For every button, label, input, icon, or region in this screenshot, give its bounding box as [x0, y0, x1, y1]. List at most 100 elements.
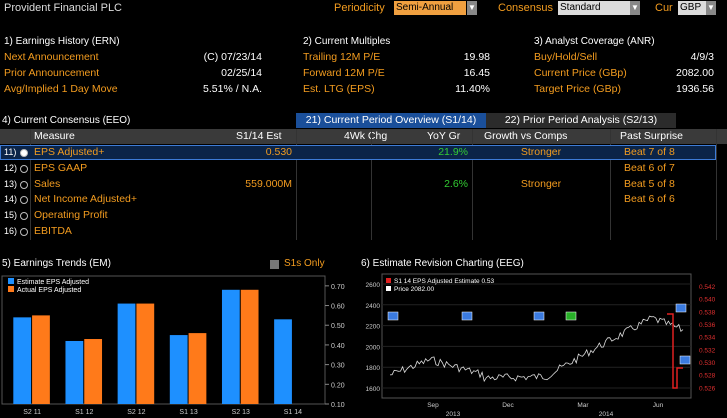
currency-chevron-icon[interactable]: ▼: [706, 1, 716, 15]
next-announcement-value: (C) 07/23/14: [203, 51, 262, 63]
row-radio-icon[interactable]: [20, 164, 28, 173]
event-marker-icon: [679, 355, 691, 365]
revision-chart-title[interactable]: 6) Estimate Revision Charting (EEG): [361, 258, 524, 269]
trend-y-tick: 0.10: [331, 402, 345, 409]
estimate-y-tick: 0.540: [699, 297, 716, 304]
col-yoy[interactable]: YoY Gr: [427, 130, 461, 142]
row-measure[interactable]: Sales: [34, 177, 61, 190]
forward-pe-label: Forward 12M P/E: [303, 67, 385, 79]
earnings-trends-title[interactable]: 5) Earnings Trends (EM): [2, 258, 111, 269]
row-surprise: Beat 5 of 8: [624, 177, 675, 190]
consensus-dropdown[interactable]: Standard: [558, 1, 630, 15]
estimate-y-tick: 0.532: [699, 347, 716, 354]
row-growth: [472, 208, 610, 224]
s1s-only-checkbox[interactable]: [270, 260, 279, 269]
consensus-title[interactable]: 4) Current Consensus (EEO): [2, 115, 131, 126]
event-marker-icon: [565, 311, 577, 321]
trend-x-tick: S2 11: [23, 409, 41, 416]
target-price-value: 1936.56: [676, 83, 714, 95]
row-number: 11): [4, 147, 17, 157]
revision-legend-swatch: [386, 278, 391, 283]
row-est: [200, 208, 292, 224]
row-growth: [472, 161, 610, 177]
row-growth: Stronger: [520, 177, 562, 190]
ltg-value: 11.40%: [455, 83, 490, 95]
target-price-label: Target Price (GBp): [534, 83, 621, 95]
event-marker-icon: [675, 303, 687, 313]
tab-prior-period[interactable]: 22) Prior Period Analysis (S2/13): [486, 113, 676, 128]
analyst-coverage-title[interactable]: 3) Analyst Coverage (ANR): [534, 36, 655, 47]
periodicity-label: Periodicity: [334, 2, 385, 14]
row-chg: [300, 161, 367, 177]
row-radio-icon[interactable]: [20, 149, 28, 157]
trend-x-tick: S2 13: [232, 409, 250, 416]
col-growth[interactable]: Growth vs Comps: [484, 130, 568, 142]
current-multiples-title[interactable]: 2) Current Multiples: [303, 36, 391, 47]
event-marker-icon: [387, 311, 399, 321]
current-price-value: 2082.00: [676, 67, 714, 79]
row-surprise: Beat 6 of 6: [624, 193, 675, 206]
col-measure[interactable]: Measure: [34, 130, 75, 142]
row-est: 0.530: [265, 146, 292, 158]
row-surprise: Beat 6 of 7: [624, 161, 675, 174]
estimate-line: [667, 313, 683, 389]
revision-year-tick: 2014: [599, 411, 614, 418]
row-radio-icon[interactable]: [20, 196, 28, 205]
event-marker-icon: [461, 311, 473, 321]
currency-dropdown[interactable]: GBP: [678, 1, 706, 15]
s1s-only-label: S1s Only: [284, 258, 325, 269]
revision-chart: 2600 2400 2200 2000 1800 1600 0.542 0.540 0.538 0…: [366, 273, 716, 418]
trend-x-tick: S1 12: [75, 409, 93, 416]
estimate-bar: [221, 289, 240, 404]
company-title: Provident Financial PLC: [4, 2, 123, 14]
estimate-y-tick: 0.542: [699, 284, 716, 291]
buy-hold-sell-value: 4/9/3: [690, 51, 714, 63]
row-measure[interactable]: EPS GAAP: [34, 161, 88, 174]
row-number: 13): [4, 178, 18, 189]
trend-y-tick: 0.40: [331, 343, 345, 350]
revision-x-tick: Sep: [427, 402, 439, 409]
row-yoy: [375, 192, 468, 208]
price-y-tick: 2200: [366, 324, 381, 331]
row-est: [200, 224, 292, 240]
row-growth: Stronger: [520, 146, 562, 158]
consensus-chevron-icon[interactable]: ▼: [630, 1, 640, 15]
revision-legend-swatch: [386, 286, 391, 291]
row-measure[interactable]: Operating Profit: [34, 209, 108, 222]
row-yoy: [375, 208, 468, 224]
revision-x-tick: Jun: [653, 402, 664, 409]
revision-x-tick: Mar: [577, 402, 589, 409]
estimate-bar: [13, 317, 32, 404]
trend-x-tick: S1 13: [179, 409, 197, 416]
trend-y-tick: 0.60: [331, 304, 345, 311]
row-number: 15): [4, 210, 18, 221]
tab-current-period[interactable]: 21) Current Period Overview (S1/14): [296, 113, 486, 128]
periodicity-dropdown[interactable]: Semi-Annual: [394, 1, 466, 15]
col-4wk-chg[interactable]: 4Wk Chg: [344, 130, 388, 142]
trend-y-tick: 0.30: [331, 363, 345, 370]
actual-bar: [84, 339, 103, 404]
row-measure[interactable]: EBITDA: [34, 225, 72, 237]
trend-x-tick: S1 14: [284, 409, 302, 416]
revision-x-tick: Dec: [502, 402, 514, 409]
row-measure[interactable]: EPS Adjusted+: [34, 146, 105, 158]
price-y-tick: 2600: [366, 282, 381, 289]
trend-y-tick: 0.70: [331, 284, 345, 291]
row-measure[interactable]: Net Income Adjusted+: [34, 193, 138, 206]
revision-legend-label: Price 2082.00: [394, 286, 434, 293]
earnings-history-title[interactable]: 1) Earnings History (ERN): [4, 36, 120, 47]
row-number: 16): [4, 226, 18, 236]
prior-announcement-value: 02/25/14: [221, 67, 262, 79]
col-est[interactable]: S1/14 Est: [236, 130, 282, 142]
col-surprise[interactable]: Past Surprise: [620, 130, 684, 142]
row-radio-icon[interactable]: [20, 212, 28, 221]
trailing-pe-label: Trailing 12M P/E: [303, 51, 381, 63]
selected-row-highlight: [0, 145, 716, 160]
price-y-tick: 2400: [366, 303, 381, 310]
price-y-tick: 2000: [366, 344, 381, 351]
row-radio-icon[interactable]: [20, 228, 28, 236]
trend-x-tick: S2 12: [127, 409, 145, 416]
row-radio-icon[interactable]: [20, 180, 28, 189]
periodicity-chevron-icon[interactable]: ▼: [467, 1, 477, 15]
estimate-bar: [65, 340, 84, 404]
